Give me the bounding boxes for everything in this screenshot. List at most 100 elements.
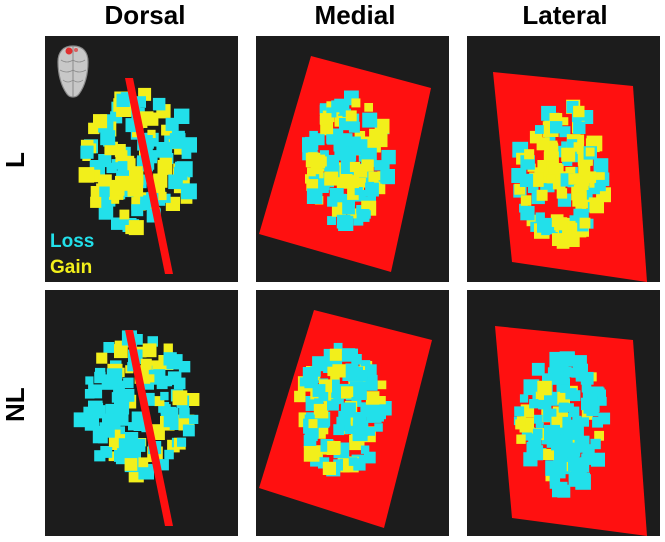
- voxel-rendering: [259, 56, 431, 272]
- voxel: [122, 155, 135, 168]
- voxel: [322, 461, 336, 475]
- voxel: [89, 160, 101, 172]
- voxel: [575, 367, 588, 379]
- voxel: [333, 393, 344, 404]
- voxel: [346, 175, 359, 189]
- voxel: [536, 189, 548, 201]
- voxel: [329, 348, 342, 361]
- voxel: [377, 401, 392, 416]
- voxel: [127, 450, 136, 460]
- voxel: [319, 113, 332, 125]
- voxel: [598, 412, 611, 425]
- voxel: [138, 463, 154, 480]
- voxel: [332, 364, 346, 378]
- voxel: [111, 195, 120, 204]
- voxel: [167, 371, 182, 385]
- voxel: [99, 186, 110, 197]
- voxel: [160, 391, 169, 401]
- voxel: [146, 374, 155, 383]
- voxel: [101, 374, 118, 390]
- voxel: [111, 159, 123, 170]
- voxel: [138, 457, 149, 468]
- voxel: [554, 217, 568, 231]
- panel-nl-lateral: [467, 290, 660, 536]
- voxel: [319, 103, 332, 116]
- voxel: [90, 196, 102, 208]
- voxel: [578, 473, 590, 486]
- voxel: [132, 334, 143, 345]
- voxel: [127, 362, 137, 372]
- voxel: [524, 149, 535, 160]
- voxel: [356, 389, 367, 400]
- voxel: [347, 188, 359, 200]
- voxel: [568, 406, 580, 418]
- voxel: [313, 403, 329, 419]
- voxel: [573, 121, 586, 134]
- voxel: [336, 177, 349, 189]
- voxel: [581, 453, 593, 465]
- voxel: [560, 384, 569, 393]
- voxel: [354, 187, 363, 196]
- voxel: [115, 453, 127, 465]
- voxel: [100, 130, 116, 146]
- voxel: [142, 343, 157, 358]
- voxel: [124, 458, 138, 471]
- voxel: [84, 416, 99, 431]
- voxel: [147, 150, 158, 161]
- voxel: [561, 147, 576, 162]
- voxel: [303, 446, 320, 462]
- voxel-rendering: [495, 326, 647, 536]
- voxel: [92, 428, 108, 444]
- voxel: [573, 142, 584, 152]
- column-title-medial: Medial: [314, 0, 396, 30]
- voxel: [306, 188, 323, 204]
- voxel: [594, 430, 604, 441]
- voxel: [157, 459, 169, 471]
- voxel: [108, 435, 121, 447]
- voxel: [143, 378, 154, 390]
- voxel: [535, 422, 544, 431]
- column-title-lateral: Lateral: [522, 0, 608, 30]
- voxel: [324, 358, 335, 369]
- voxel: [577, 208, 589, 221]
- voxel: [589, 198, 604, 214]
- voxel: [85, 376, 94, 385]
- voxel: [381, 161, 390, 171]
- voxel: [586, 403, 599, 417]
- voxel: [364, 103, 373, 112]
- voxel: [340, 146, 357, 162]
- voxel: [181, 183, 197, 200]
- voxel: [342, 201, 355, 215]
- voxel: [80, 145, 94, 159]
- voxel: [127, 181, 144, 197]
- voxel: [361, 159, 374, 172]
- voxel: [565, 166, 576, 177]
- voxel: [356, 370, 368, 382]
- voxel: [356, 209, 370, 222]
- voxel: [559, 351, 575, 367]
- voxel: [128, 422, 137, 431]
- voxel: [520, 195, 532, 206]
- voxel: [546, 174, 556, 184]
- voxel: [129, 166, 143, 180]
- voxel: [93, 114, 108, 129]
- voxel: [98, 174, 112, 189]
- voxel: [119, 209, 130, 220]
- voxel: [511, 168, 527, 183]
- voxel: [552, 233, 565, 246]
- voxel: [354, 189, 366, 202]
- voxel: [346, 348, 358, 361]
- voxel: [368, 171, 379, 182]
- voxel: [140, 195, 153, 208]
- row-label-l: L: [0, 152, 30, 168]
- voxel: [572, 192, 587, 207]
- voxel-rendering: [73, 330, 200, 526]
- voxel: [94, 450, 106, 462]
- voxel: [557, 484, 571, 498]
- cutting-plane: [125, 330, 173, 526]
- voxel: [593, 158, 609, 173]
- voxel: [132, 438, 146, 452]
- voxel: [579, 217, 591, 229]
- voxel: [535, 125, 544, 134]
- voxel: [327, 366, 337, 377]
